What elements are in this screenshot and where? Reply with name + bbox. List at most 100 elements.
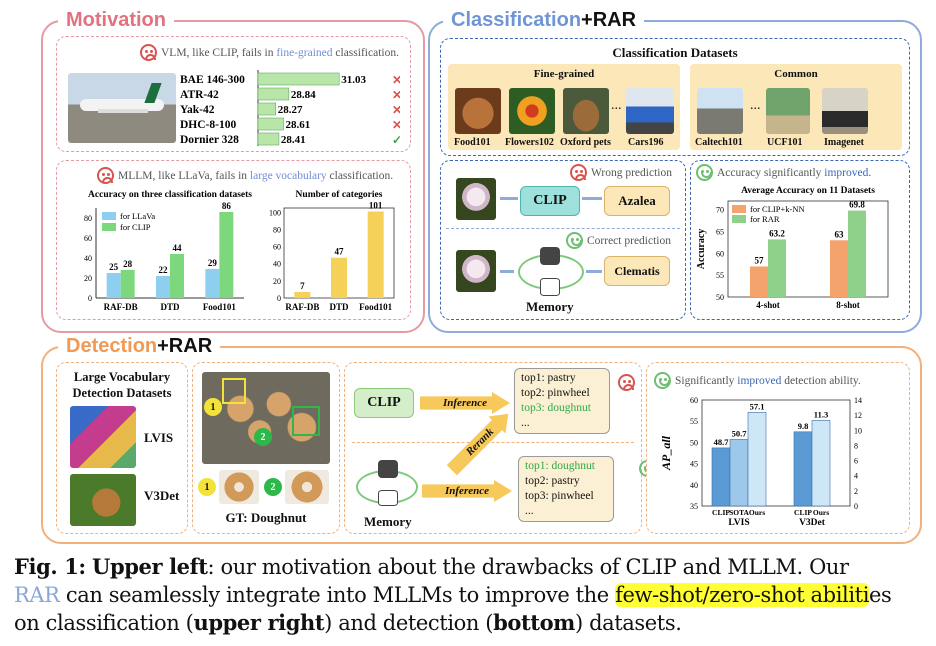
food101-image (455, 88, 501, 134)
acc-bar (170, 254, 184, 298)
acc-legend-label: for LLaVa (120, 211, 155, 221)
common-ellipsis: ... (750, 98, 761, 113)
avg-bar (768, 239, 786, 297)
acc-value: 25 (109, 262, 119, 272)
air-label: DHC-8-100 (180, 119, 236, 131)
cat-ytick: 60 (273, 243, 281, 252)
ap-left-ytick: 50 (690, 438, 698, 447)
avg-value: 57 (755, 255, 765, 265)
air-label: Dornier 328 (180, 134, 239, 146)
acc-ytick: 40 (84, 254, 92, 263)
ap-right-ytick: 2 (854, 487, 858, 496)
marker-1: 1 (204, 398, 222, 416)
aircraft-score-chart: BAE 146-300 31.03 ✕ ATR-42 28.84 ✕ Yak-42 28.27… (180, 70, 400, 146)
ap-v3det-bar (811, 420, 831, 507)
ap-lvis-bar (729, 439, 749, 507)
ap-right-ytick: 14 (854, 396, 862, 405)
air-label: BAE 146-300 (180, 74, 245, 86)
acc-value: 86 (222, 201, 232, 211)
vlm-note: VLM, like CLIP, fails in fine-grained cl… (140, 44, 399, 61)
database-icon (540, 278, 560, 296)
clip-model-box: CLIP (520, 186, 580, 216)
avg-legend-swatch (732, 215, 746, 223)
sad-face-icon (570, 164, 587, 181)
accuracy-improved-note: Accuracy significantly improved. (696, 164, 871, 181)
cat-title: Number of categories (296, 190, 383, 200)
figure-caption: Fig. 1: Upper left: our motivation about… (14, 554, 892, 635)
ap-v3det-xtick: Ours (813, 508, 829, 517)
air-bar (257, 117, 284, 131)
air-label: Yak-42 (180, 104, 215, 116)
ucf101-image (766, 88, 810, 134)
flower-query-image (456, 178, 496, 220)
arrow-to-clip (500, 197, 518, 200)
ap-lvis-xtick: CLIP (712, 508, 730, 517)
wrong-prediction-note: Wrong prediction (570, 164, 672, 181)
ap-right-ytick: 0 (854, 502, 858, 511)
doughnut-tray-image (202, 372, 330, 464)
detection-results-box (646, 362, 910, 534)
pipeline-divider (446, 228, 680, 229)
ap-right-ytick: 10 (854, 426, 862, 435)
after-item-4: ... (525, 505, 534, 517)
air-label: ATR-42 (180, 89, 219, 101)
cat-xtick: DTD (329, 302, 349, 312)
lvis-image (70, 406, 136, 468)
avg-title: Average Accuracy on 11 Datasets (741, 186, 875, 196)
ap-all-chart: 35 40 45 50 55 60 0 2 4 6 8 10 12 14 AP_all 48.7 CLIP 50.… (659, 396, 862, 528)
ground-truth-label: GT: Doughnut (225, 510, 307, 525)
ap-right-ytick: 8 (854, 441, 858, 450)
wrong-answer-box: Azalea (604, 186, 670, 216)
mllm-note: MLLM, like LLaVa, fails in large vocabul… (97, 167, 393, 184)
motivation-title: Motivation (58, 9, 174, 31)
ap-lvis-value: 48.7 (714, 437, 730, 447)
avg-ytick: 70 (716, 206, 724, 215)
ucf101-label: UCF101 (767, 137, 803, 148)
cat-xtick: Food101 (359, 302, 393, 312)
imagenet-label: Imagenet (824, 137, 864, 148)
before-rerank-list: top1: pastry top2: pinwheel top3: doughn… (514, 368, 610, 434)
acc-xtick: DTD (160, 302, 180, 312)
fine-ellipsis: ... (611, 98, 622, 113)
cat-ytick: 0 (277, 294, 281, 303)
sad-face-icon (97, 167, 114, 184)
ap-lvis-bar (747, 411, 767, 507)
correct-prediction-note: Correct prediction (566, 232, 671, 249)
ap-v3det-value: 11.3 (814, 409, 828, 419)
avg-xtick: 4-shot (756, 300, 780, 310)
classification-title: Classification+RAR (443, 9, 645, 31)
cat-ytick: 80 (273, 225, 281, 234)
detection-datasets-title-1: Large Vocabulary (73, 370, 171, 384)
arrow-to-azalea (582, 197, 602, 200)
cat-ytick: 100 (269, 208, 281, 217)
acc-value: 28 (123, 259, 132, 269)
memory-label: Memory (526, 299, 574, 314)
common-label: Common (774, 68, 818, 80)
ap-lvis-value: 57.1 (750, 401, 765, 411)
cat-xtick: RAF-DB (285, 302, 319, 312)
avg-bar (830, 240, 848, 297)
acc-legend-label: for CLIP (120, 222, 151, 232)
ap-v3det-xtick: CLIP (794, 508, 812, 517)
mllm-box (56, 160, 411, 320)
cars196-image (626, 88, 674, 134)
avg-bar (750, 266, 768, 297)
air-value: 31.03 (341, 74, 366, 86)
ap-left-ytick: 45 (690, 460, 698, 469)
flower-query-image-2 (456, 250, 496, 292)
lvis-label: LVIS (144, 430, 174, 445)
detection-database-icon (378, 490, 398, 506)
green-bbox (292, 406, 320, 436)
acc-xtick: RAF-DB (104, 302, 138, 312)
ap-lvis-xtick: Ours (749, 508, 765, 517)
detection-clip-box: CLIP (354, 388, 414, 418)
caltech101-image (697, 88, 743, 134)
acc-legend-swatch (102, 223, 116, 231)
before-item-3: top3: doughnut (521, 402, 591, 414)
oxford-pets-label: Oxford pets (560, 137, 611, 148)
v3det-image (70, 474, 136, 526)
acc-value: 44 (173, 243, 183, 253)
doughnut-crop-1 (219, 470, 259, 504)
caltech101-label: Caltech101 (695, 137, 743, 148)
air-mark-icon: ✕ (392, 88, 400, 102)
